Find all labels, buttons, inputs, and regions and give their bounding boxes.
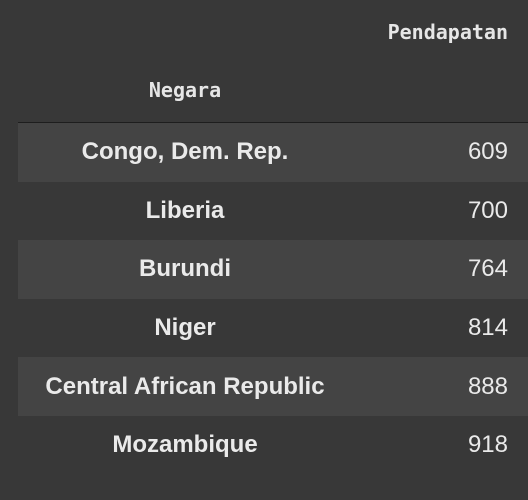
table-row: Central African Republic 888 <box>18 357 528 416</box>
row-index-label: Congo, Dem. Rep. <box>81 138 289 166</box>
row-index-label: Liberia <box>145 196 225 224</box>
table-row: Burundi 764 <box>18 240 528 299</box>
row-index-label: Central African Republic <box>45 372 325 400</box>
row-value: 609 <box>467 138 508 166</box>
header-divider <box>18 122 528 123</box>
row-index-label: Burundi <box>139 255 231 283</box>
table-row: Liberia 700 <box>18 182 528 241</box>
row-value: 918 <box>467 431 508 459</box>
row-value: 888 <box>467 372 508 400</box>
table-row: Congo, Dem. Rep. 609 <box>18 123 528 182</box>
table-row: Mozambique 918 <box>18 416 528 475</box>
table-body: Congo, Dem. Rep. 609 Liberia 700 Burundi… <box>18 123 528 475</box>
row-index-label: Mozambique <box>112 431 258 459</box>
row-index-label: Niger <box>154 314 216 342</box>
row-value: 700 <box>467 196 508 224</box>
table-row: Niger 814 <box>18 299 528 358</box>
row-value: 814 <box>467 314 508 342</box>
column-header-pendapatan: Pendapatan <box>387 20 508 44</box>
index-header-negara: Negara <box>148 78 222 102</box>
row-value: 764 <box>467 255 508 283</box>
